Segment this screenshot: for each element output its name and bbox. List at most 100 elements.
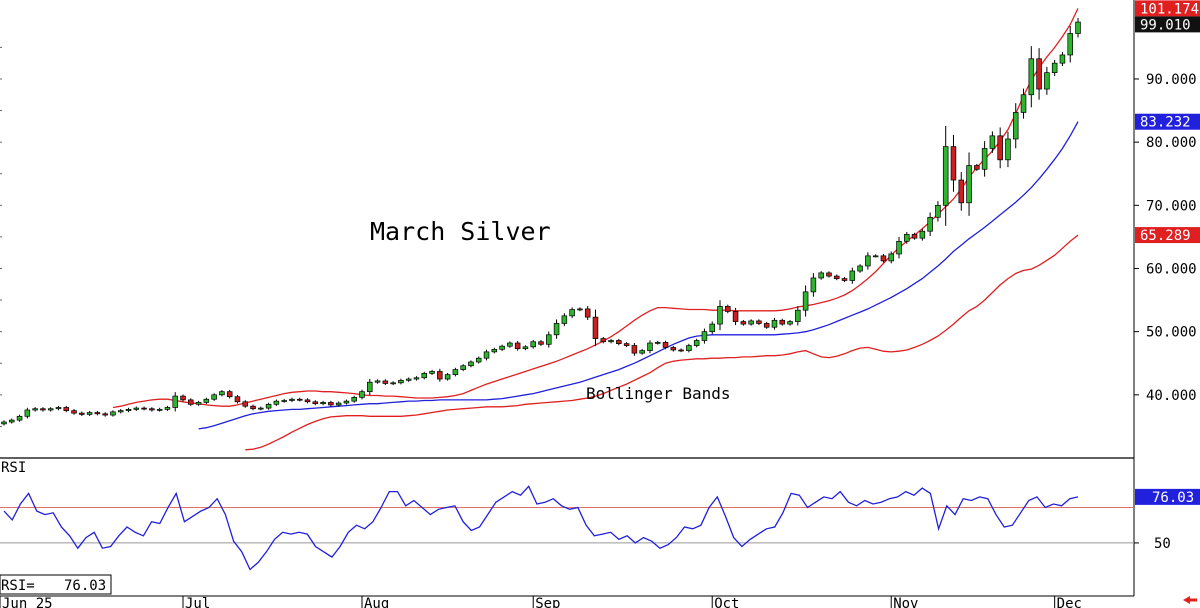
red-left-arrow-icon[interactable]	[1183, 596, 1197, 604]
candle-body	[180, 395, 186, 401]
candle	[273, 399, 280, 406]
middle-band-line	[198, 121, 1079, 430]
candle	[981, 141, 988, 177]
candle	[717, 300, 723, 331]
candle	[32, 407, 38, 412]
candle	[763, 321, 770, 329]
candle-body	[219, 391, 225, 396]
candle-body	[647, 342, 653, 351]
candle-body	[530, 341, 536, 348]
candle	[79, 411, 85, 416]
candle	[966, 152, 972, 216]
candle	[950, 134, 957, 192]
candle	[55, 405, 62, 411]
candle-body	[398, 379, 404, 384]
candle-body	[857, 265, 863, 272]
candle-body	[499, 345, 505, 350]
x-tick-label: Oct	[714, 596, 739, 608]
candle-body	[639, 350, 645, 354]
middle-band-value-tag: 83.232	[1140, 115, 1191, 131]
candle	[351, 395, 357, 403]
candle	[188, 398, 194, 406]
candle	[382, 379, 389, 386]
candle	[1, 420, 7, 426]
candle-body	[911, 234, 918, 239]
candle-body	[1028, 58, 1035, 96]
candle	[172, 392, 178, 412]
candle-body	[833, 275, 840, 279]
candle-body	[763, 323, 770, 328]
candle-body	[460, 365, 466, 370]
candle-body	[577, 308, 583, 311]
candle	[125, 407, 132, 413]
candle-body	[1067, 33, 1073, 56]
candle-body	[250, 405, 256, 410]
candle	[359, 389, 365, 400]
candle	[561, 313, 568, 327]
candle	[826, 271, 832, 278]
candle	[468, 360, 474, 368]
candle	[989, 131, 996, 153]
candle-body	[935, 204, 941, 218]
candle	[1036, 48, 1042, 100]
upper-band-line	[112, 8, 1079, 409]
candle-body	[359, 391, 365, 398]
candle	[639, 349, 645, 355]
candle-body	[771, 319, 778, 328]
candle-body	[1059, 54, 1066, 64]
candle	[888, 251, 894, 264]
candle-body	[693, 340, 700, 346]
candle	[662, 340, 669, 350]
candle	[47, 407, 54, 412]
candle-body	[452, 369, 459, 375]
price-y-tick-label: 80.000	[1146, 135, 1197, 151]
candle-body	[141, 407, 147, 410]
rsi-pane-title: RSI	[1, 460, 26, 476]
candle	[670, 345, 677, 352]
upper-band-value-tag-box	[1135, 0, 1200, 17]
candle	[880, 254, 887, 263]
candle-body	[810, 277, 817, 293]
candle	[600, 337, 607, 344]
candle-body	[47, 408, 54, 411]
lower-band-value-tag-box	[1135, 227, 1200, 244]
candle-body	[328, 402, 334, 406]
candle	[242, 400, 249, 408]
candle-body	[904, 234, 910, 242]
x-tick-label: Sep	[535, 596, 560, 608]
candle-body	[592, 316, 599, 339]
candle-body	[966, 165, 972, 204]
candle-body	[942, 146, 949, 206]
candle-body	[950, 146, 957, 181]
candle-body	[444, 374, 451, 380]
candle-body	[507, 342, 513, 347]
candle	[872, 254, 879, 258]
candle-body	[367, 381, 373, 393]
candle	[678, 348, 684, 353]
candle-body	[795, 309, 801, 322]
candle-body	[63, 407, 70, 411]
candle-body	[748, 320, 754, 325]
candle-body	[289, 398, 295, 401]
candle	[312, 400, 319, 406]
candle	[413, 376, 420, 381]
x-tick-label: Nov	[893, 596, 918, 608]
candle	[475, 356, 482, 364]
rsi-reference-lines	[0, 507, 1134, 544]
candle-body	[312, 401, 319, 405]
candle	[616, 338, 622, 346]
candle	[335, 401, 342, 407]
candle	[421, 371, 428, 380]
candle-body	[608, 340, 614, 343]
candle-body	[203, 398, 210, 403]
candle-body	[110, 411, 116, 416]
candle-body	[989, 135, 996, 149]
candle	[709, 321, 715, 335]
candle	[1075, 18, 1081, 38]
candle	[328, 400, 334, 407]
candle	[771, 317, 778, 330]
candle	[367, 378, 373, 395]
candle	[405, 377, 412, 382]
candle	[499, 344, 505, 351]
candle	[693, 338, 700, 348]
